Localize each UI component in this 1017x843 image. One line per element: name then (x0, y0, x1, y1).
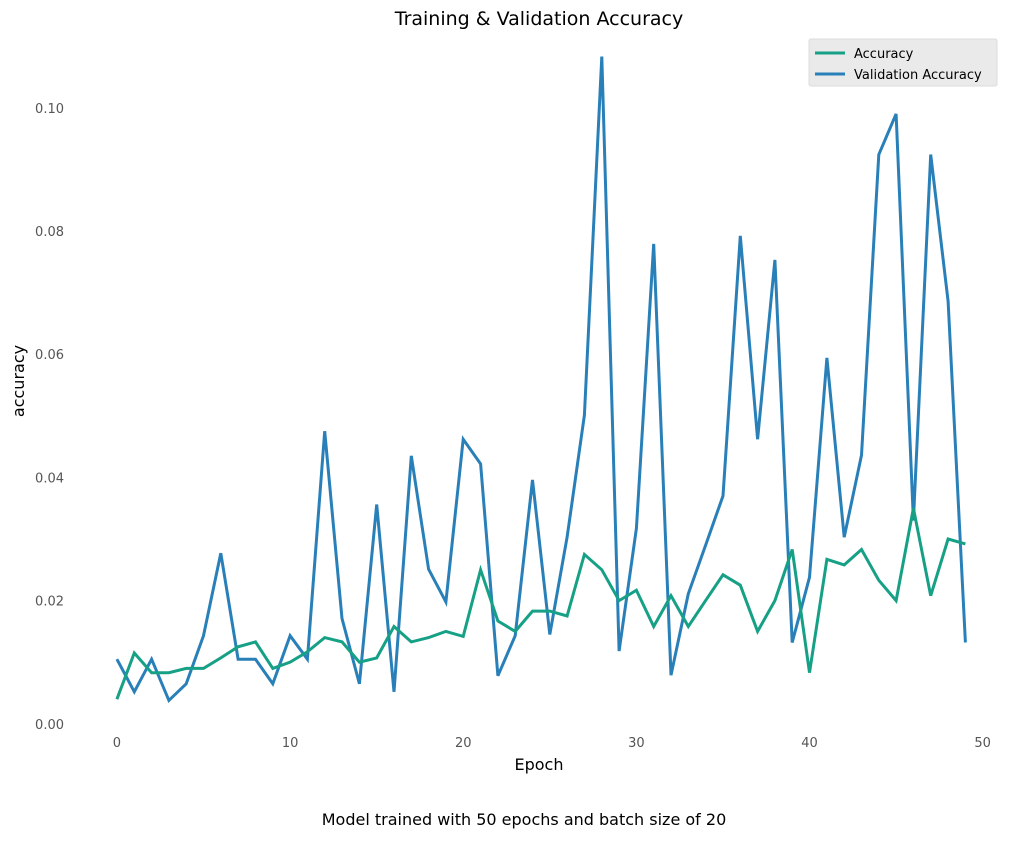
y-tick-label: 0.08 (35, 225, 64, 240)
y-axis-ticks: 0.00 0.02 0.04 0.06 0.08 0.10 (35, 102, 64, 733)
y-tick-label: 0.06 (35, 348, 64, 363)
x-tick-label: 20 (455, 736, 472, 751)
y-tick-label: 0.02 (35, 595, 64, 610)
series-lines (115, 56, 967, 703)
y-tick-label: 0.10 (35, 102, 64, 117)
x-tick-label: 40 (801, 736, 818, 751)
chart-title: Training & Validation Accuracy (394, 8, 683, 30)
x-axis-ticks: 0 10 20 30 40 50 (113, 736, 991, 751)
y-tick-label: 0.04 (35, 471, 64, 486)
y-tick-label: 0.00 (35, 718, 64, 733)
x-tick-label: 30 (628, 736, 645, 751)
x-tick-label: 0 (113, 736, 121, 751)
legend-label: Validation Accuracy (854, 68, 982, 83)
x-axis-label: Epoch (515, 755, 564, 774)
legend-box (808, 38, 998, 87)
legend: Accuracy Validation Accuracy (808, 38, 998, 87)
y-axis-label: accuracy (9, 345, 28, 417)
x-tick-label: 50 (974, 736, 991, 751)
series-line-validation-accuracy (115, 56, 967, 703)
legend-label: Accuracy (854, 47, 914, 62)
chart-caption: Model trained with 50 epochs and batch s… (322, 810, 727, 829)
x-tick-label: 10 (282, 736, 299, 751)
series-line-accuracy (115, 507, 966, 700)
